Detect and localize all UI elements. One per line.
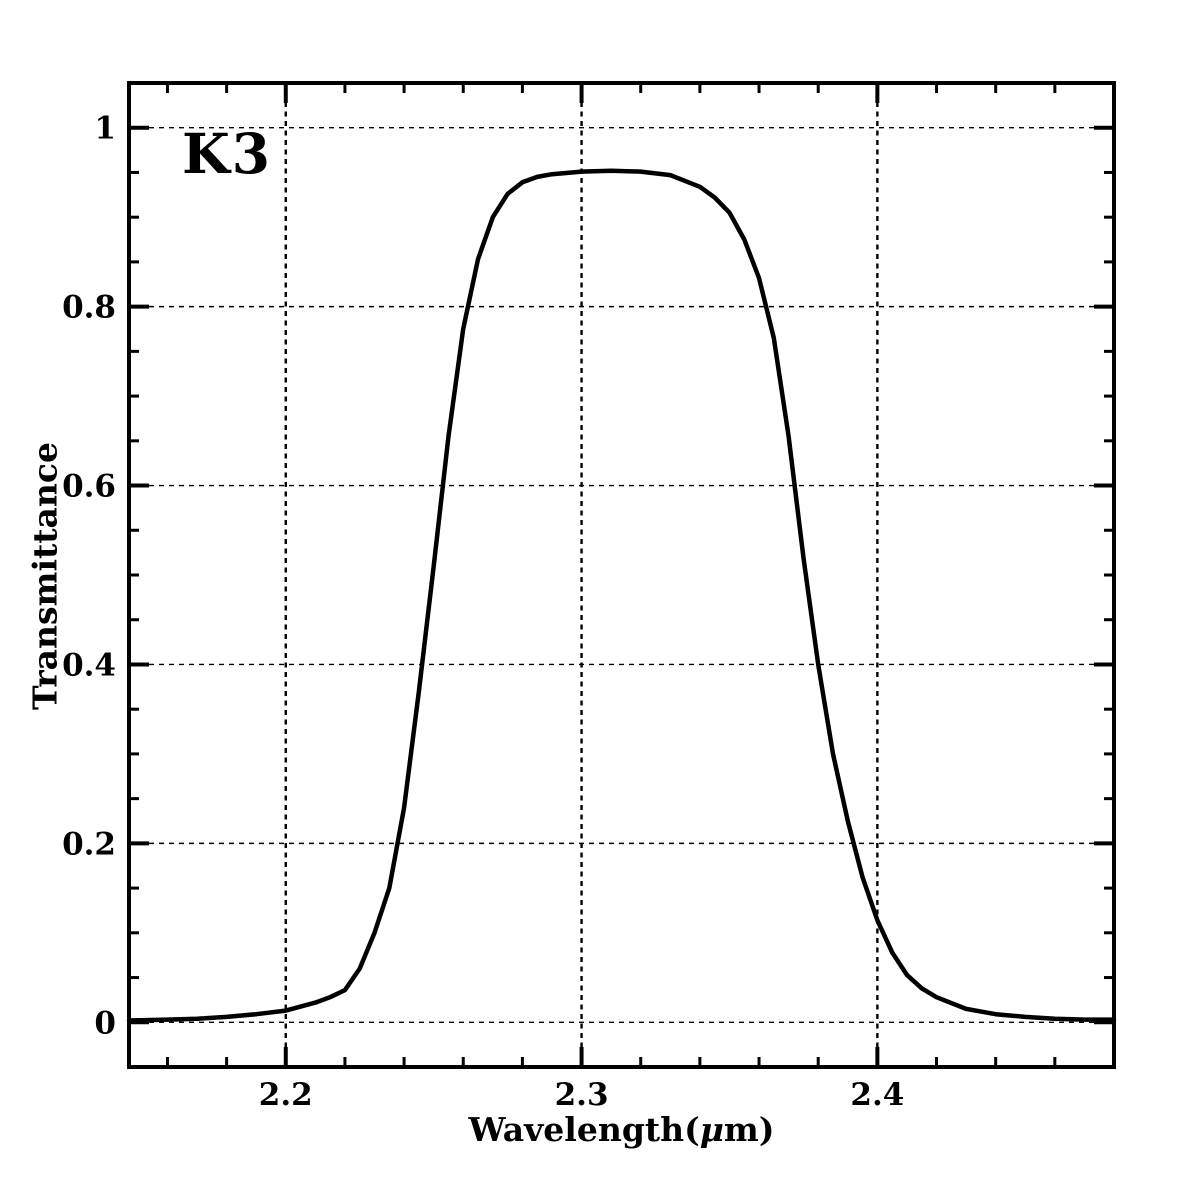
x-tick-label: 2.3 [555,1077,609,1113]
mu-symbol: μ [699,1110,724,1149]
y-tick-label: 0.4 [62,647,116,683]
y-tick-label: 0.6 [62,469,116,505]
x-axis-label: Wavelength(μm) [129,1110,1114,1149]
y-tick-label: 0.8 [62,290,116,326]
y-tick-label: 1 [94,111,116,147]
transmittance-curve [126,168,1117,1023]
axis-box [127,81,1116,1069]
x-tick-label: 2.2 [259,1077,313,1113]
filter-name-label: K3 [182,121,273,186]
x-axis-label-suffix: m) [723,1110,775,1149]
x-axis-label-prefix: Wavelength( [468,1110,700,1149]
y-tick-label: 0.2 [62,826,116,862]
x-tick-label: 2.4 [850,1077,904,1113]
y-tick-label: 0 [94,1005,116,1041]
y-axis-label: Transmittance [25,442,65,710]
